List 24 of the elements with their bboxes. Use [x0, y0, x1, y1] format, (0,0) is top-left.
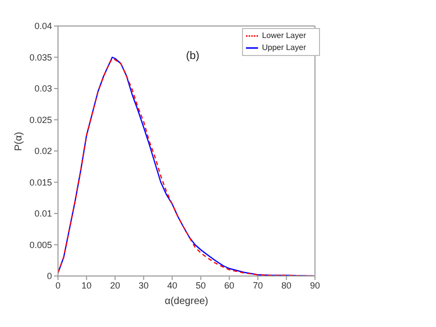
y-tick-label: 0.015 [29, 177, 52, 188]
y-axis-title: P(α) [14, 132, 25, 151]
legend-label: Lower Layer [262, 31, 306, 40]
x-tick-label: 80 [281, 280, 292, 290]
x-tick-label: 60 [224, 280, 234, 290]
y-tick-label: 0.02 [34, 146, 52, 156]
y-tick-label: 0.005 [29, 240, 52, 250]
x-tick-label: 10 [82, 280, 92, 290]
annotation: (b) [186, 50, 200, 62]
y-tick-label: 0.035 [29, 52, 52, 62]
legend-label: Upper Layer [262, 43, 306, 52]
x-tick-label: 20 [110, 280, 120, 290]
x-tick-label: 90 [310, 280, 320, 290]
y-tick-label: 0.03 [34, 84, 52, 94]
x-tick-label: 30 [138, 280, 149, 290]
y-tick-label: 0.04 [34, 21, 52, 32]
x-tick-label: 70 [252, 280, 263, 290]
y-tick-label: 0 [46, 271, 52, 282]
x-tick-label: 0 [55, 280, 61, 290]
x-axis-title: α(degree) [164, 296, 208, 307]
x-tick-label: 50 [196, 280, 206, 290]
y-tick-label: 0.025 [29, 114, 52, 125]
y-tick-label: 0.01 [34, 208, 52, 219]
x-tick-label: 40 [167, 280, 178, 290]
